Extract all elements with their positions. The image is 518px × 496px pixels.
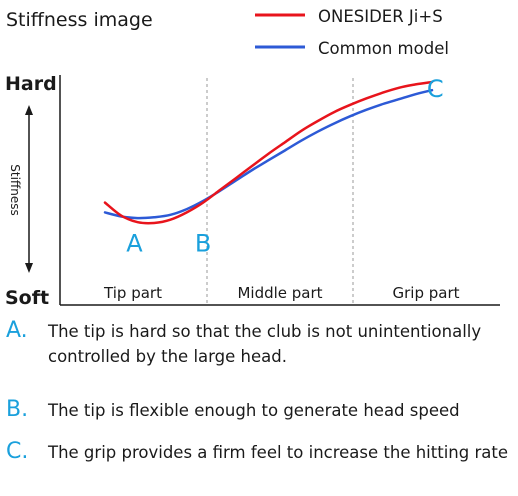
- series-line-common-model: [103, 88, 434, 220]
- note-letter-a: A.: [6, 318, 28, 343]
- y-top-label: Hard: [5, 73, 57, 95]
- annotation-c: C: [427, 75, 444, 103]
- legend: ONESIDER Ji+S Common model: [255, 7, 449, 58]
- chart-title: Stiffness image: [6, 9, 153, 31]
- category-label-tip: Tip part: [103, 284, 162, 302]
- y-bottom-label: Soft: [5, 287, 49, 309]
- category-label-middle: Middle part: [237, 284, 322, 302]
- note-text-a: The tip is hard so that the club is not …: [48, 322, 482, 366]
- y-axis-label: Stiffness: [8, 164, 22, 215]
- series-line-onesider: [103, 80, 434, 225]
- note-letter-c: C.: [6, 439, 29, 464]
- arrow-down-head: [25, 263, 33, 273]
- note-text-b: The tip is flexible enough to generate h…: [48, 401, 460, 420]
- arrow-up-head: [25, 105, 33, 115]
- category-label-grip: Grip part: [392, 284, 459, 302]
- legend-label-common: Common model: [318, 39, 449, 58]
- note-letter-b: B.: [6, 397, 29, 422]
- annotation-b: B: [195, 230, 211, 258]
- stiffness-arrow: [25, 105, 33, 273]
- annotation-a: A: [126, 230, 143, 258]
- note-text-c: The grip provides a firm feel to increas…: [48, 443, 508, 462]
- legend-label-onesider: ONESIDER Ji+S: [318, 7, 443, 26]
- stiffness-chart: Stiffness image ONESIDER Ji+S Common mod…: [5, 7, 500, 309]
